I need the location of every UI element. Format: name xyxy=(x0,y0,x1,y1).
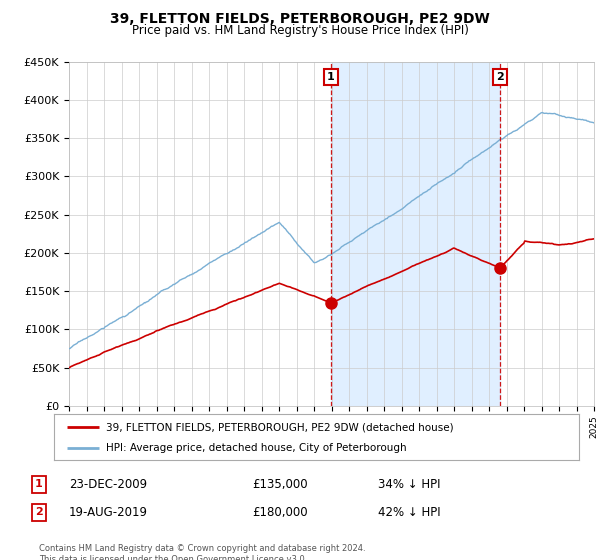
Text: Contains HM Land Registry data © Crown copyright and database right 2024.
This d: Contains HM Land Registry data © Crown c… xyxy=(39,544,365,560)
Text: £135,000: £135,000 xyxy=(252,478,308,491)
Text: 39, FLETTON FIELDS, PETERBOROUGH, PE2 9DW (detached house): 39, FLETTON FIELDS, PETERBOROUGH, PE2 9D… xyxy=(107,422,454,432)
Text: 2: 2 xyxy=(35,507,43,517)
Text: 1: 1 xyxy=(35,479,43,489)
Text: 2: 2 xyxy=(496,72,504,82)
Text: 1: 1 xyxy=(327,72,335,82)
Text: £180,000: £180,000 xyxy=(252,506,308,519)
Text: Price paid vs. HM Land Registry's House Price Index (HPI): Price paid vs. HM Land Registry's House … xyxy=(131,24,469,37)
Text: 23-DEC-2009: 23-DEC-2009 xyxy=(69,478,147,491)
Text: 39, FLETTON FIELDS, PETERBOROUGH, PE2 9DW: 39, FLETTON FIELDS, PETERBOROUGH, PE2 9D… xyxy=(110,12,490,26)
Text: 19-AUG-2019: 19-AUG-2019 xyxy=(69,506,148,519)
Bar xyxy=(331,62,500,406)
Text: HPI: Average price, detached house, City of Peterborough: HPI: Average price, detached house, City… xyxy=(107,444,407,454)
Text: 42% ↓ HPI: 42% ↓ HPI xyxy=(378,506,440,519)
Text: 34% ↓ HPI: 34% ↓ HPI xyxy=(378,478,440,491)
